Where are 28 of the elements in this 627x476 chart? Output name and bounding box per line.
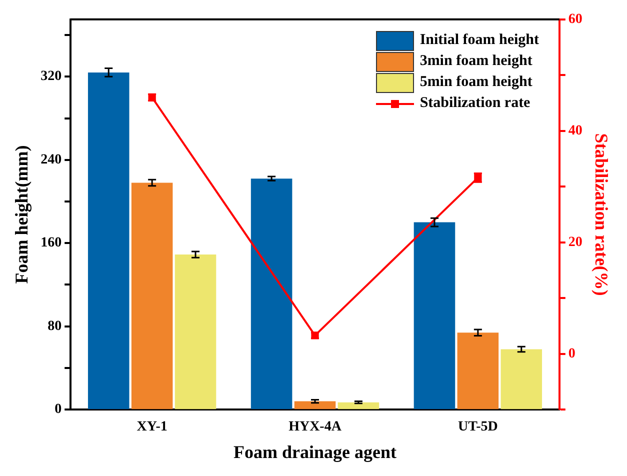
bar — [250, 178, 292, 410]
bar — [294, 401, 336, 410]
bar — [88, 72, 130, 410]
legend-label: Initial foam height — [420, 31, 539, 50]
x-tick-label: HYX-4A — [288, 420, 342, 435]
legend-label: Stabilization rate — [420, 94, 530, 113]
bar — [131, 182, 173, 410]
y2-tick-label: 20 — [568, 234, 582, 250]
y-tick-label: 0 — [54, 402, 62, 418]
legend-label: 3min foam height — [420, 52, 532, 71]
y2-axis-title: Stabilization rate(%) — [592, 133, 612, 296]
y-tick-label: 320 — [40, 69, 62, 84]
y2-tick-label: 60 — [568, 12, 582, 28]
bar — [174, 254, 216, 410]
bar — [500, 349, 542, 410]
y-tick-label: 160 — [40, 236, 62, 251]
x-axis-title: Foam drainage agent — [234, 442, 396, 462]
bar — [414, 222, 456, 410]
y2-tick-label: 40 — [568, 123, 582, 138]
bar — [338, 402, 380, 410]
bar — [457, 332, 499, 410]
y-tick-label: 80 — [48, 318, 62, 334]
y2-tick-label: 0 — [568, 346, 576, 362]
y-tick-label: 240 — [40, 152, 62, 168]
legend-label: 5min foam height — [420, 73, 532, 92]
x-tick-label: UT-5D — [458, 420, 498, 435]
x-tick-label: XY-1 — [136, 420, 168, 435]
y-axis-title: Foam height(mm) — [11, 145, 32, 284]
